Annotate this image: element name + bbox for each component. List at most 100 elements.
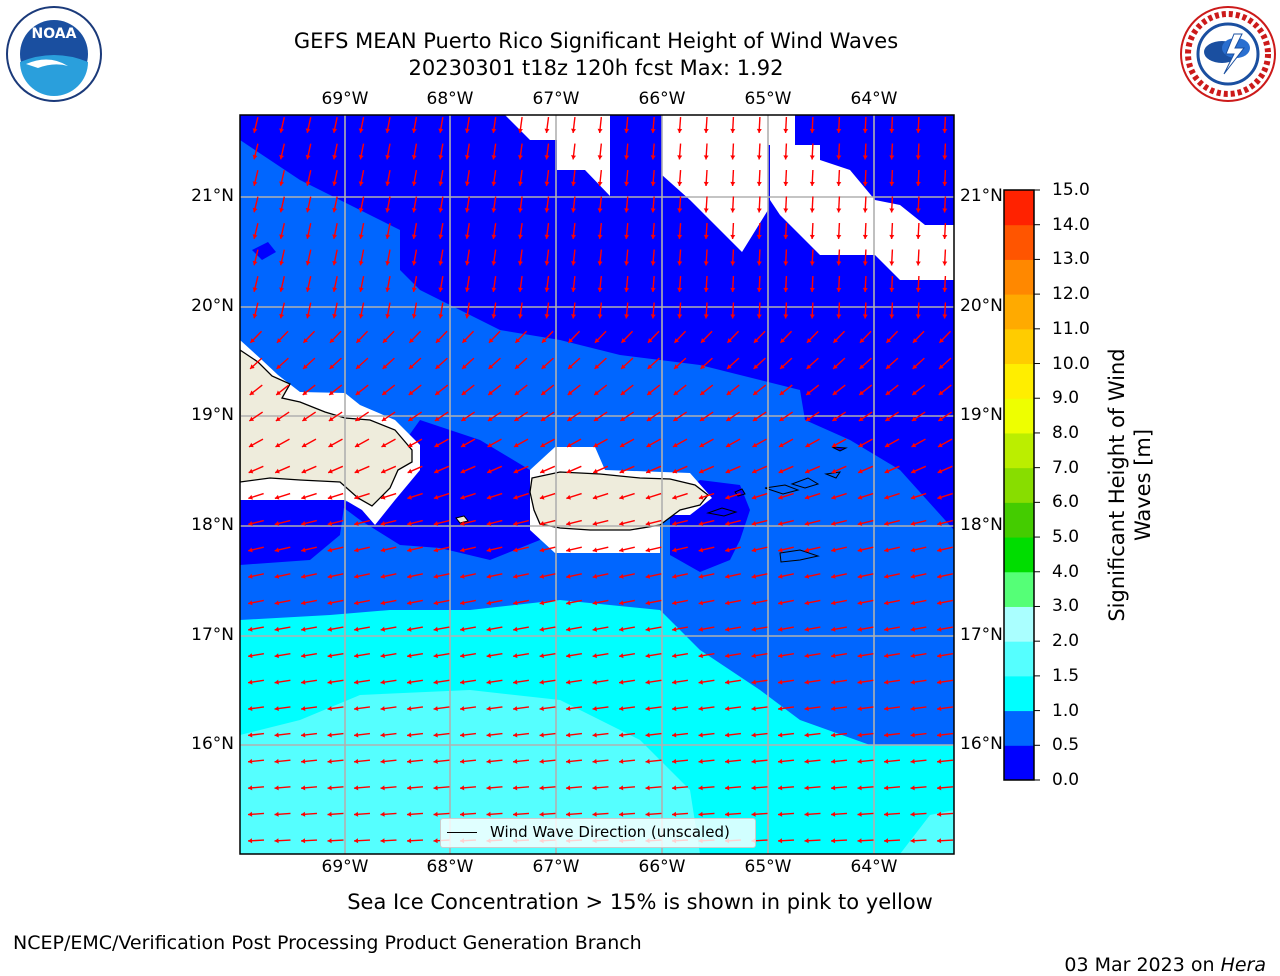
wave-direction-arrow — [910, 785, 927, 791]
wave-direction-arrow — [486, 758, 503, 764]
wave-direction-arrow — [677, 143, 683, 160]
wave-direction-arrow — [752, 384, 767, 396]
wave-direction-arrow — [832, 357, 846, 370]
wave-direction-arrow — [645, 465, 662, 474]
wave-direction-arrow — [809, 143, 815, 160]
wave-direction-arrow — [513, 546, 529, 553]
wave-direction-arrow — [777, 758, 795, 764]
wave-direction-arrow — [889, 302, 895, 319]
wave-direction-arrow — [938, 357, 952, 370]
wave-direction-arrow — [673, 357, 687, 370]
wave-direction-arrow — [438, 143, 444, 160]
wave-direction-arrow — [327, 652, 344, 659]
wave-direction-arrow — [942, 169, 948, 187]
wave-direction-arrow — [565, 706, 583, 712]
wave-direction-arrow — [645, 652, 662, 659]
wave-direction-arrow — [332, 196, 338, 213]
wave-direction-arrow — [756, 196, 762, 213]
wave-direction-arrow — [513, 492, 529, 500]
wave-direction-arrow — [677, 196, 683, 213]
wave-direction-arrow — [248, 438, 264, 448]
noaa-logo-text: NOAA — [32, 26, 77, 42]
wave-direction-arrow — [328, 438, 343, 448]
wave-direction-arrow — [936, 732, 954, 738]
wave-direction-arrow — [597, 116, 603, 134]
wave-direction-arrow — [698, 732, 715, 738]
wave-direction-arrow — [279, 143, 285, 160]
wave-direction-arrow — [565, 732, 583, 738]
wave-direction-arrow — [937, 626, 953, 632]
wave-direction-arrow — [862, 302, 868, 319]
wave-direction-arrow — [619, 546, 635, 553]
wave-direction-arrow — [407, 573, 423, 579]
wave-direction-arrow — [491, 302, 497, 319]
colorbar-segment — [1004, 432, 1034, 469]
wave-direction-arrow — [301, 411, 317, 422]
wave-direction-arrow — [836, 249, 842, 266]
wave-direction-arrow — [804, 573, 821, 579]
wave-direction-arrow — [354, 411, 370, 422]
wave-direction-arrow — [594, 357, 607, 370]
wave-direction-arrow — [279, 117, 285, 133]
wave-direction-arrow — [650, 302, 656, 319]
wave-direction-arrow — [406, 758, 424, 764]
wave-direction-arrow — [252, 276, 259, 292]
wave-direction-arrow — [857, 465, 874, 474]
wave-direction-arrow — [778, 573, 794, 579]
wave-direction-arrow — [411, 117, 418, 133]
wave-direction-arrow — [753, 357, 766, 370]
colorbar-segment — [1004, 745, 1034, 781]
wave-direction-arrow — [937, 599, 953, 606]
wave-direction-arrow — [433, 546, 450, 553]
wave-direction-arrow — [942, 275, 948, 293]
wave-direction-arrow — [619, 465, 635, 474]
wave-direction-arrow — [411, 170, 418, 186]
wave-direction-arrow — [647, 357, 660, 370]
wave-direction-arrow — [274, 599, 291, 606]
wave-direction-arrow — [645, 599, 662, 606]
wave-direction-arrow — [274, 838, 291, 844]
lon-label-top: 69°W — [321, 89, 369, 109]
wave-direction-arrow — [910, 519, 927, 526]
wave-direction-arrow — [461, 330, 475, 344]
wave-direction-arrow — [305, 196, 312, 213]
wave-direction-arrow — [618, 652, 636, 659]
wave-direction-arrow — [779, 330, 793, 344]
wave-direction-arrow — [381, 411, 396, 422]
wave-direction-arrow — [248, 465, 264, 474]
map-title: GEFS MEAN Puerto Rico Significant Height… — [293, 29, 899, 53]
wave-direction-arrow — [806, 357, 819, 370]
wave-direction-arrow — [407, 546, 423, 553]
wave-direction-arrow — [804, 706, 821, 712]
colorbar-tick-label: 0.5 — [1052, 735, 1080, 756]
colorbar-segment — [1004, 259, 1034, 295]
wave-direction-arrow — [512, 652, 530, 659]
wave-direction-arrow — [624, 143, 630, 160]
wave-direction-arrow — [539, 465, 556, 474]
wave-direction-arrow — [889, 196, 895, 213]
wave-direction-arrow — [539, 626, 556, 632]
colorbar-tick-label: 3.0 — [1052, 596, 1080, 617]
wave-direction-arrow — [327, 758, 344, 764]
wave-direction-arrow — [565, 811, 583, 817]
wave-direction-arrow — [491, 196, 497, 213]
wave-direction-arrow — [724, 706, 742, 712]
lon-label-bottom: 65°W — [744, 857, 792, 877]
wave-direction-arrow — [385, 276, 391, 292]
wave-direction-arrow — [248, 519, 264, 526]
wave-direction-arrow — [380, 732, 397, 738]
wave-direction-arrow — [353, 811, 371, 817]
wave-direction-arrow — [751, 758, 768, 764]
wave-direction-arrow — [274, 679, 291, 685]
wave-direction-arrow — [512, 785, 530, 791]
wave-direction-arrow — [539, 758, 556, 764]
wave-direction-arrow — [831, 411, 847, 422]
wave-direction-arrow — [804, 465, 821, 474]
wave-direction-arrow — [592, 492, 609, 500]
wave-direction-arrow — [512, 811, 530, 817]
footer-branch: NCEP/EMC/Verification Post Processing Pr… — [13, 932, 642, 954]
wave-direction-arrow — [836, 196, 842, 213]
wave-direction-arrow — [247, 652, 265, 659]
wave-direction-arrow — [539, 679, 556, 685]
no-data-2 — [662, 115, 795, 252]
